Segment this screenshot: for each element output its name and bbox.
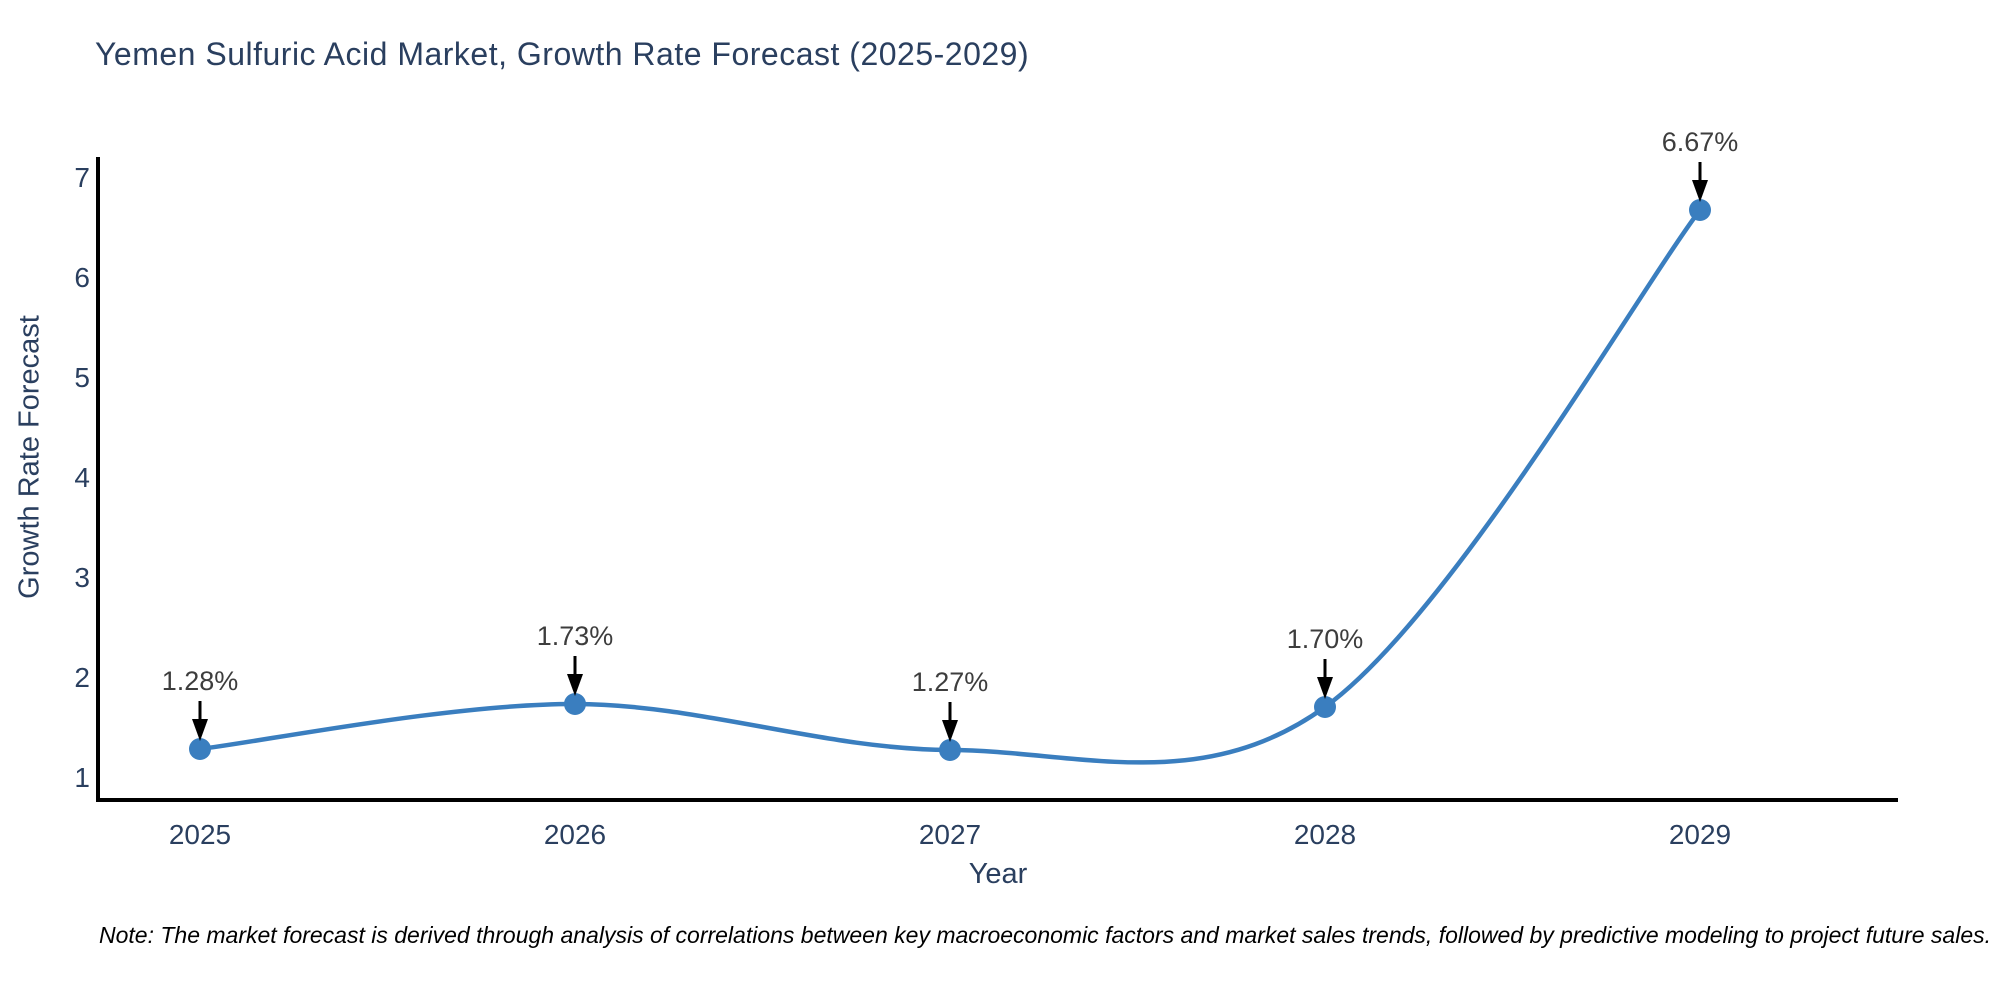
- y-tick-label: 6: [74, 262, 90, 293]
- annotation-arrowhead: [567, 674, 583, 696]
- annotation-arrowhead: [942, 720, 958, 742]
- annotation-label: 1.27%: [912, 667, 989, 697]
- y-tick-label: 5: [74, 362, 90, 393]
- annotation-label: 1.28%: [162, 666, 239, 696]
- annotation-arrowhead: [1692, 180, 1708, 202]
- annotation-arrowhead: [1317, 677, 1333, 699]
- y-tick-label: 1: [74, 762, 90, 793]
- x-tick-label: 2026: [544, 819, 606, 850]
- data-point: [189, 738, 211, 760]
- y-tick-label: 3: [74, 562, 90, 593]
- annotation-label: 6.67%: [1662, 127, 1739, 157]
- x-tick-label: 2025: [169, 819, 231, 850]
- data-point: [1314, 696, 1336, 718]
- annotation-arrowhead: [192, 719, 208, 741]
- y-axis-title: Growth Rate Forecast: [13, 315, 46, 599]
- trace-line: [197, 207, 1703, 765]
- annotation-label: 1.73%: [537, 621, 614, 651]
- data-point: [564, 693, 586, 715]
- x-axis-title: Year: [968, 858, 1028, 890]
- footnote: Note: The market forecast is derived thr…: [98, 922, 1992, 948]
- chart-title: Yemen Sulfuric Acid Market, Growth Rate …: [95, 36, 1030, 72]
- data-point: [1689, 199, 1711, 221]
- x-tick-label: 2029: [1669, 819, 1731, 850]
- y-tick-label: 7: [74, 162, 90, 193]
- annotation-label: 1.70%: [1287, 624, 1364, 654]
- y-tick-label: 2: [74, 662, 90, 693]
- data-point: [939, 739, 961, 761]
- x-tick-label: 2028: [1294, 819, 1356, 850]
- x-tick-label: 2027: [919, 819, 981, 850]
- y-tick-label: 4: [74, 462, 90, 493]
